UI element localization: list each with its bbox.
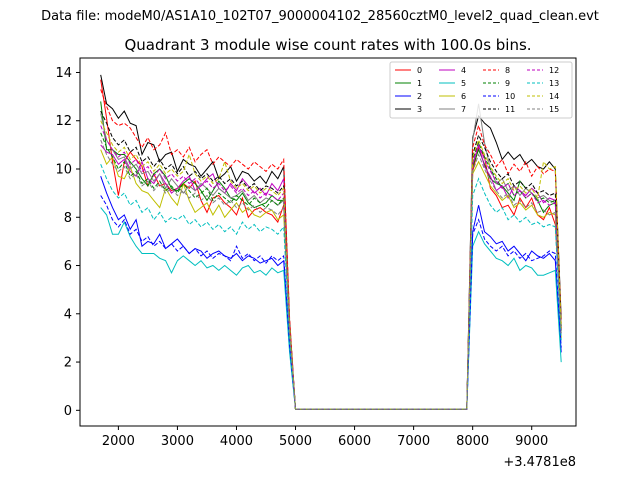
legend-label-11: 11 xyxy=(505,105,515,114)
x-tick-label: 3000 xyxy=(161,434,194,449)
y-tick-label: 14 xyxy=(55,66,72,81)
x-tick-label: 9000 xyxy=(515,434,548,449)
legend-label-10: 10 xyxy=(505,92,515,101)
legend-label-14: 14 xyxy=(549,92,559,101)
x-tick-label: 5000 xyxy=(279,434,312,449)
chart-suptitle: Data file: modeM0/AS1A10_102T07_90000041… xyxy=(41,9,599,24)
x-tick-label: 2000 xyxy=(102,434,135,449)
legend-label-1: 1 xyxy=(417,79,422,88)
legend-box xyxy=(389,61,573,119)
series-line-8 xyxy=(100,89,562,410)
plot-border xyxy=(79,57,577,427)
y-tick-label: 10 xyxy=(55,163,72,178)
legend-label-7: 7 xyxy=(461,105,466,114)
legend-label-9: 9 xyxy=(505,79,510,88)
legend-label-8: 8 xyxy=(505,66,510,75)
x-tick-label: 8000 xyxy=(456,434,489,449)
series-layer xyxy=(100,74,562,410)
legend-label-6: 6 xyxy=(461,92,466,101)
legend-label-0: 0 xyxy=(417,66,422,75)
y-tick-label: 4 xyxy=(64,307,72,322)
x-tick-label: 7000 xyxy=(397,434,430,449)
x-tick-label: 6000 xyxy=(338,434,371,449)
legend-label-2: 2 xyxy=(417,92,422,101)
y-tick-label: 12 xyxy=(55,114,72,129)
y-tick-label: 6 xyxy=(64,259,72,274)
legend-label-13: 13 xyxy=(549,79,559,88)
chart-title: Quadrant 3 module wise count rates with … xyxy=(124,36,531,54)
y-axis: 0 2 4 6 8 10 12 14 xyxy=(55,66,80,419)
series-line-10 xyxy=(100,195,562,410)
legend-label-12: 12 xyxy=(549,66,559,75)
legend-label-15: 15 xyxy=(549,105,559,114)
series-line-15 xyxy=(100,139,562,410)
y-tick-label: 0 xyxy=(64,404,72,419)
legend-label-3: 3 xyxy=(417,105,422,114)
x-offset-label: +3.4781e8 xyxy=(503,455,576,470)
x-axis: 2000 3000 4000 5000 6000 7000 8000 9000 xyxy=(102,426,548,449)
legend-label-4: 4 xyxy=(461,66,466,75)
y-tick-label: 2 xyxy=(64,356,72,371)
y-tick-label: 8 xyxy=(64,211,72,226)
x-tick-label: 4000 xyxy=(220,434,253,449)
legend-label-5: 5 xyxy=(461,79,466,88)
